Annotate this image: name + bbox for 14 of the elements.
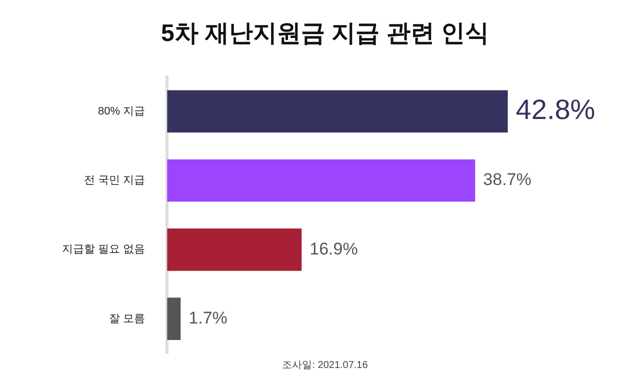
bar bbox=[167, 228, 302, 271]
y-tick-label: 80% 지급 bbox=[98, 105, 146, 118]
data-label: 42.8% bbox=[516, 94, 596, 126]
data-label: 1.7% bbox=[188, 308, 228, 328]
data-label: 16.9% bbox=[310, 239, 358, 258]
data-label: 38.7% bbox=[483, 170, 532, 190]
y-tick-label: 잘 모름 bbox=[109, 312, 146, 325]
chart-title: 5차 재난지원금 지급 관련 인식 bbox=[160, 20, 490, 48]
text: 조사일: 2021.07.16 bbox=[282, 360, 368, 372]
bar bbox=[167, 159, 476, 202]
bar bbox=[167, 90, 508, 133]
y-tick-label: 전 국민 지급 bbox=[84, 174, 146, 187]
y-tick-label: 지급할 필요 없음 bbox=[62, 244, 146, 256]
bar bbox=[167, 298, 181, 340]
